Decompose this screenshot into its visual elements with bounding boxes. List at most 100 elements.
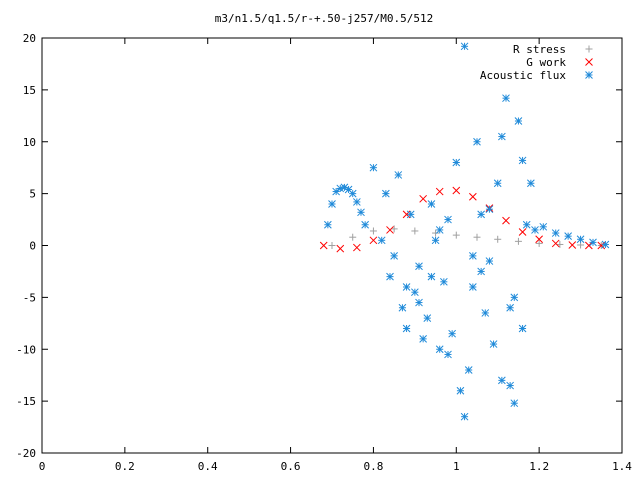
g-work-point (551, 239, 560, 248)
y-tick-label: 0 (29, 240, 36, 253)
acoustic-flux-point (369, 163, 378, 172)
g-work-point (435, 187, 444, 196)
g-work-point (319, 241, 328, 250)
acoustic-flux-point (473, 137, 481, 146)
y-tick-label: -15 (16, 395, 36, 408)
x-tick-label: 1.2 (529, 460, 549, 473)
acoustic-flux-point (377, 236, 386, 245)
acoustic-flux-point (324, 220, 332, 229)
acoustic-flux-point (485, 205, 494, 214)
acoustic-flux-point (551, 229, 560, 237)
acoustic-flux-point (489, 340, 498, 348)
r-stress-point (535, 239, 543, 247)
acoustic-flux-point (464, 366, 473, 374)
r-stress-point (328, 242, 336, 249)
acoustic-flux-point (518, 156, 527, 165)
acoustic-flux-point (348, 189, 357, 198)
g-work-point (469, 192, 477, 201)
r-stress-point (349, 233, 357, 241)
acoustic-flux-point (444, 215, 452, 224)
acoustic-flux-point (427, 200, 436, 208)
acoustic-flux-point (539, 222, 548, 231)
acoustic-flux-point (498, 132, 506, 141)
r-stress-point (369, 227, 377, 235)
legend-label: Acoustic flux (480, 69, 566, 82)
acoustic-flux-point (448, 329, 456, 338)
acoustic-flux-point (398, 303, 407, 312)
y-tick-label: 10 (23, 136, 36, 149)
acoustic-flux-point (589, 238, 597, 247)
acoustic-flux-point (390, 252, 398, 260)
acoustic-flux-point (456, 386, 465, 395)
acoustic-flux-point (382, 189, 390, 198)
legend-label: R stress (513, 43, 566, 56)
acoustic-flux-point (518, 324, 527, 333)
x-tick-label: 0 (39, 460, 46, 473)
data-points (319, 42, 610, 421)
acoustic-flux-point (431, 236, 440, 245)
legend-marker-plus (585, 45, 593, 53)
acoustic-flux-point (460, 42, 469, 51)
acoustic-flux-point (510, 399, 519, 408)
y-tick-label: -20 (16, 447, 36, 460)
r-stress-point (494, 235, 502, 243)
x-tick-label: 0.8 (363, 460, 383, 473)
axes: 0 0.2 0.4 0.6 0.8 1 1.2 1.4 20 15 10 5 0 -5 -10 -15 -20 (16, 32, 632, 473)
acoustic-flux-point (510, 293, 519, 302)
x-tick-label: 1 (453, 460, 460, 473)
acoustic-flux-point (440, 277, 448, 286)
acoustic-flux-point (477, 267, 485, 276)
acoustic-flux-point (469, 283, 477, 291)
acoustic-flux-point (576, 235, 585, 244)
acoustic-flux-point (353, 198, 361, 206)
x-tick-label: 1.4 (612, 460, 632, 473)
r-stress-point (514, 237, 522, 245)
acoustic-flux-point (527, 179, 535, 188)
g-work-point (419, 194, 427, 203)
g-work-point (502, 216, 510, 225)
r-stress-point (411, 227, 419, 235)
y-tick-label: -5 (23, 291, 36, 304)
g-work-point (452, 186, 461, 195)
r-stress-point (432, 229, 440, 237)
y-tick-label: 20 (23, 32, 36, 45)
acoustic-flux-point (493, 179, 502, 188)
g-work-point (568, 241, 577, 249)
acoustic-flux-point (564, 232, 572, 241)
g-work-point (535, 235, 543, 244)
x-tick-label: 0.2 (115, 460, 135, 473)
acoustic-flux-point (344, 185, 353, 194)
r-stress-point (390, 225, 398, 233)
acoustic-flux-point (427, 272, 436, 281)
acoustic-flux-point (502, 94, 510, 103)
acoustic-flux-point (361, 220, 369, 229)
acoustic-flux-point (601, 240, 610, 249)
legend-marker-cross (585, 58, 593, 66)
acoustic-flux-point (435, 345, 444, 354)
acoustic-flux-point (435, 226, 444, 234)
acoustic-flux-point (357, 208, 365, 217)
acoustic-flux-point (477, 210, 485, 219)
acoustic-flux-point (522, 220, 531, 229)
legend-label: G work (526, 56, 566, 69)
y-tick-label: 15 (23, 84, 36, 97)
acoustic-flux-point (481, 309, 490, 317)
acoustic-flux-point (402, 283, 411, 291)
acoustic-flux-point (406, 210, 415, 219)
acoustic-flux-point (506, 303, 514, 312)
legend-marker-star (585, 71, 593, 79)
acoustic-flux-point (332, 187, 340, 196)
x-tick-label: 0.6 (281, 460, 301, 473)
acoustic-flux-point (394, 171, 403, 179)
acoustic-flux-point (460, 412, 469, 421)
acoustic-flux-point (514, 117, 523, 125)
acoustic-flux-point (411, 288, 419, 297)
r-stress-point (473, 233, 481, 241)
g-work-point (336, 244, 345, 253)
g-work-point (386, 226, 394, 234)
chart-title: m3/n1.5/q1.5/r-+.50-j257/M0.5/512 (215, 12, 434, 25)
g-work-point (369, 236, 378, 245)
acoustic-flux-point (419, 335, 427, 343)
y-tick-label: 5 (29, 188, 36, 201)
